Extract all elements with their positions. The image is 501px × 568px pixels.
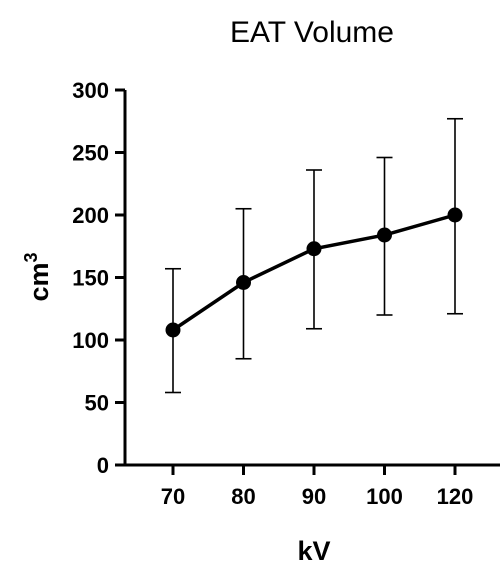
y-tick-label: 50 (85, 391, 109, 416)
data-point (236, 275, 251, 290)
data-point (165, 322, 181, 338)
x-tick-label: 70 (161, 484, 185, 509)
y-axis-ticks: 0 50 100 150 200 250 300 (72, 78, 125, 478)
chart-title: EAT Volume (230, 16, 394, 49)
data-point (377, 227, 392, 243)
x-tick-label: 100 (366, 484, 403, 509)
x-tick-label: 80 (231, 484, 255, 509)
y-tick-label: 100 (72, 328, 109, 353)
x-tick-label: 120 (437, 484, 474, 509)
y-tick-label: 300 (72, 78, 109, 103)
y-axis-label-superscript: 3 (21, 252, 41, 262)
y-tick-label: 250 (72, 141, 109, 166)
data-points (165, 207, 463, 338)
x-tick-label: 90 (302, 484, 326, 509)
y-tick-label: 200 (72, 203, 109, 228)
x-axis-ticks: 70 80 90 100 120 (161, 465, 474, 509)
x-axis-label: kV (297, 536, 330, 566)
y-tick-label: 150 (72, 266, 109, 291)
y-tick-label: 0 (97, 453, 109, 478)
y-axis-label-unit: cm (24, 262, 54, 301)
data-point (306, 241, 322, 257)
data-point (447, 207, 463, 223)
y-axis-label: cm3 (21, 252, 54, 301)
